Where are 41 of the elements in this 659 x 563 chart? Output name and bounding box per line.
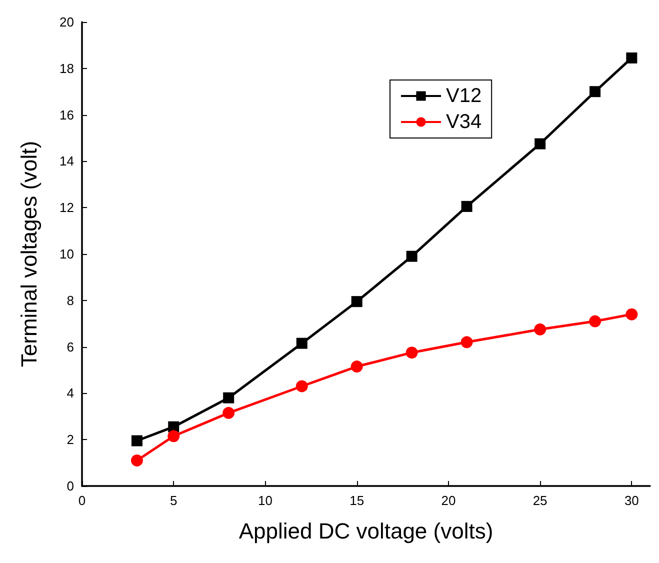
point: [626, 52, 638, 64]
y-tick-label: 6: [66, 339, 74, 354]
y-tick-label: 4: [66, 386, 74, 401]
y-tick-label: 0: [66, 478, 74, 494]
y-tick-label: 16: [60, 107, 74, 122]
x-axis-title: Applied DC voltage (volts): [238, 518, 494, 544]
point: [406, 346, 418, 359]
point: [460, 336, 473, 348]
point: [130, 454, 143, 466]
point: [350, 360, 363, 373]
x-tick-label: 25: [532, 493, 548, 508]
x-tick-label: 10: [258, 493, 272, 508]
point: [296, 338, 308, 349]
y-tick-label: 12: [60, 200, 74, 216]
point: [296, 380, 308, 392]
x-tick-label: 30: [624, 493, 639, 508]
point: [534, 138, 546, 150]
point: [168, 430, 180, 442]
x-tick-label: 5: [170, 493, 178, 508]
y-tick-label: 14: [60, 154, 74, 169]
y-tick-label: 18: [60, 60, 74, 76]
legend-label: V12: [446, 85, 482, 107]
y-tick-label: 10: [60, 246, 74, 262]
point: [351, 296, 362, 308]
point: [626, 308, 638, 320]
x-tick-label: 0: [78, 493, 86, 508]
y-tick-label: 8: [66, 292, 74, 308]
point: [222, 406, 235, 419]
point: [461, 200, 472, 212]
y-tick-label: 2: [66, 432, 74, 448]
point: [131, 435, 142, 446]
point: [589, 315, 602, 328]
legend-label: V34: [446, 111, 482, 133]
point: [534, 323, 546, 336]
point: [406, 250, 418, 262]
point: [223, 392, 234, 404]
x-tick-label: 20: [441, 493, 456, 508]
x-tick-label: 15: [350, 493, 364, 508]
point: [590, 86, 601, 98]
y-axis-title: Terminal voltages (volt): [16, 140, 42, 368]
y-tick-label: 20: [60, 14, 74, 30]
